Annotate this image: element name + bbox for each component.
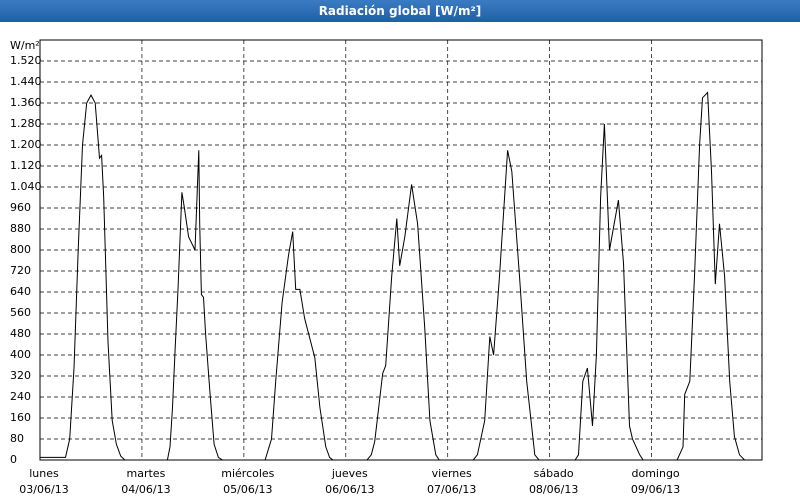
x-tick-date: 07/06/13 bbox=[427, 483, 476, 496]
chart-title: Radiación global [W/m²] bbox=[0, 0, 800, 22]
x-tick-date: 09/06/13 bbox=[631, 483, 680, 496]
y-tick-label: 1.120 bbox=[10, 159, 42, 172]
y-tick-label: 80 bbox=[10, 432, 24, 445]
y-tick-label: 880 bbox=[10, 222, 31, 235]
y-tick-label: 560 bbox=[10, 306, 31, 319]
data-line bbox=[40, 91, 762, 461]
x-tick-date: 05/06/13 bbox=[223, 483, 272, 496]
y-tick-label: 400 bbox=[10, 348, 31, 361]
x-tick-label: jueves bbox=[331, 467, 368, 480]
y-tick-label: 160 bbox=[10, 411, 31, 424]
x-tick-label: domingo bbox=[631, 467, 679, 480]
y-tick-label: 320 bbox=[10, 369, 31, 382]
plot-frame bbox=[39, 39, 763, 461]
y-tick-label: 640 bbox=[10, 285, 31, 298]
x-tick-label: martes bbox=[127, 467, 166, 480]
chart: W/m² 0 80 160 240 320 400 480 560 640 720 800 880 96… bbox=[10, 39, 763, 496]
y-tick-label: 1.040 bbox=[10, 180, 42, 193]
x-tick-label: lunes bbox=[29, 467, 59, 480]
x-tick-date: 06/06/13 bbox=[325, 483, 374, 496]
y-tick-label: 240 bbox=[10, 390, 31, 403]
y-tick-label: 960 bbox=[10, 201, 31, 214]
y-tick-label: 0 bbox=[10, 453, 17, 466]
y-tick-label: 1.440 bbox=[10, 75, 42, 88]
y-unit: W/m² bbox=[10, 39, 40, 52]
y-tick-label: 800 bbox=[10, 243, 31, 256]
x-tick-label: viernes bbox=[432, 467, 472, 480]
y-tick-label: 1.280 bbox=[10, 117, 42, 130]
y-tick-label: 1.360 bbox=[10, 96, 42, 109]
y-tick-label: 480 bbox=[10, 327, 31, 340]
x-tick-label: sábado bbox=[534, 467, 574, 480]
y-tick-label: 1.520 bbox=[10, 54, 42, 67]
x-tick-date: 08/06/13 bbox=[529, 483, 578, 496]
y-tick-label: 1.200 bbox=[10, 138, 42, 151]
x-tick-label: miércoles bbox=[221, 467, 274, 480]
x-tick-date: 03/06/13 bbox=[19, 483, 68, 496]
x-tick-date: 04/06/13 bbox=[121, 483, 170, 496]
y-tick-label: 720 bbox=[10, 264, 31, 277]
